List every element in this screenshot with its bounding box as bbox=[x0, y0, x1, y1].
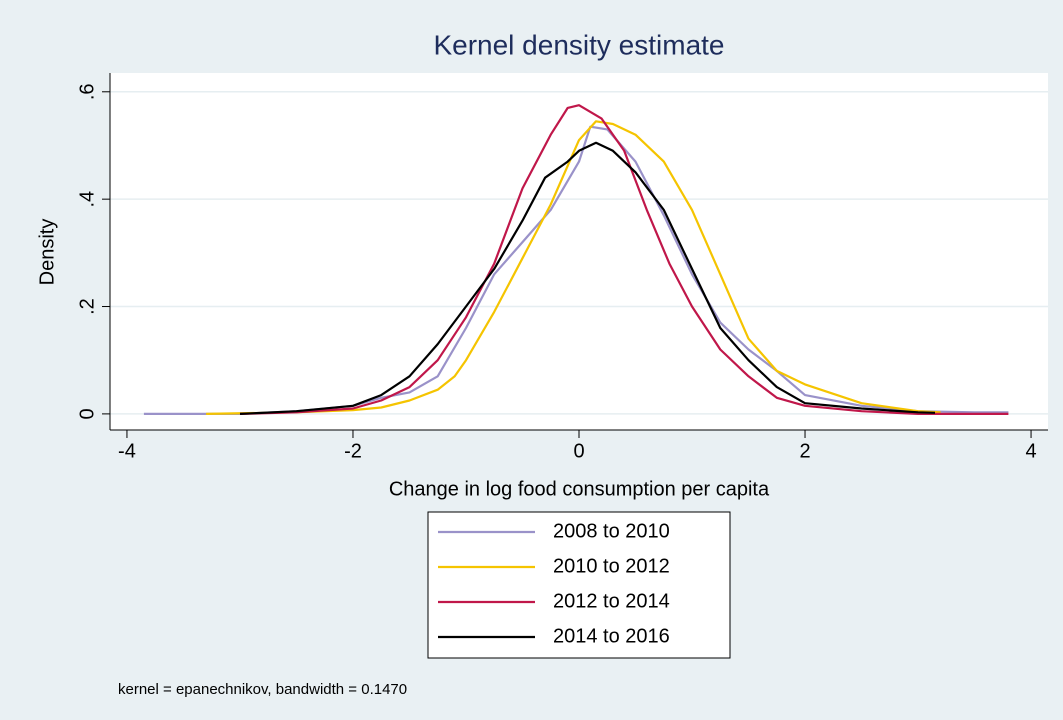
x-axis-label: Change in log food consumption per capit… bbox=[389, 478, 770, 500]
plot-area bbox=[110, 73, 1048, 430]
note: kernel = epanechnikov, bandwidth = 0.147… bbox=[118, 681, 407, 698]
x-tick-label: -4 bbox=[118, 440, 136, 462]
y-tick-label: 0 bbox=[76, 408, 98, 419]
y-axis-label: Density bbox=[36, 219, 58, 286]
legend-label: 2014 to 2016 bbox=[553, 625, 670, 647]
legend-label: 2012 to 2014 bbox=[553, 590, 670, 612]
x-tick-label: 4 bbox=[1025, 440, 1036, 462]
x-tick-label: 0 bbox=[573, 440, 584, 462]
y-tick-label: .6 bbox=[76, 83, 98, 100]
legend-label: 2010 to 2012 bbox=[553, 555, 670, 577]
density-line bbox=[239, 141, 936, 415]
density-line bbox=[206, 120, 941, 415]
y-tick-label: .4 bbox=[76, 191, 98, 208]
density-line bbox=[239, 104, 1009, 415]
legend-label: 2008 to 2010 bbox=[553, 520, 670, 542]
x-tick-label: 2 bbox=[799, 440, 810, 462]
legend-box bbox=[427, 511, 731, 659]
y-tick-label: .2 bbox=[76, 298, 98, 315]
x-tick-label: -2 bbox=[344, 440, 362, 462]
chart-title: Kernel density estimate bbox=[433, 29, 724, 60]
